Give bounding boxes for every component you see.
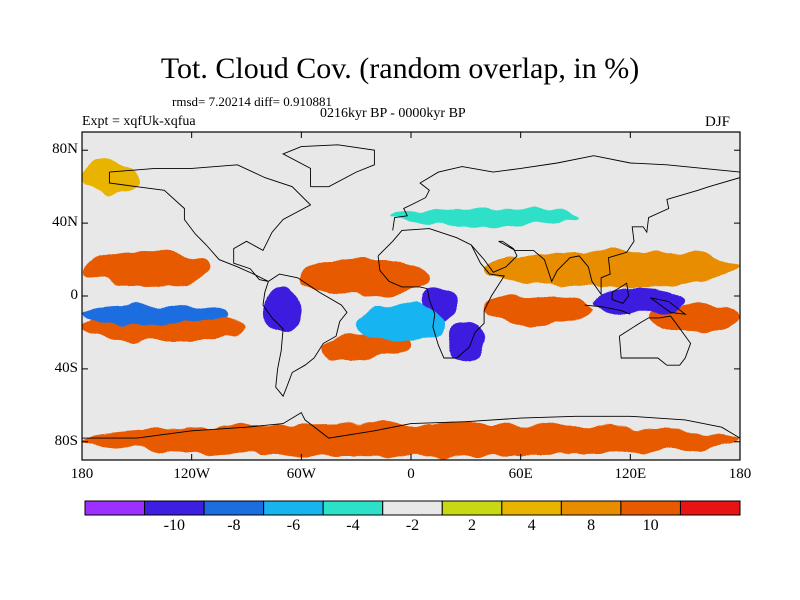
colorbar-label: -10 bbox=[163, 517, 185, 534]
anomaly-region-2 bbox=[484, 250, 740, 287]
colorbar-label: -4 bbox=[346, 517, 360, 534]
y-tick-label: 80S bbox=[54, 432, 78, 449]
anomaly-region-13 bbox=[392, 208, 576, 227]
colorbar-label: 2 bbox=[468, 517, 477, 534]
figure-title: Tot. Cloud Cov. (random overlap, in %) bbox=[160, 52, 640, 85]
coastline-1 bbox=[262, 273, 348, 398]
y-tick-label: 40S bbox=[54, 359, 78, 376]
coastline-0 bbox=[108, 164, 312, 282]
x-tick-label: 180 bbox=[728, 466, 752, 482]
anomaly-region-6 bbox=[648, 305, 740, 333]
axis-ticks bbox=[81, 132, 741, 460]
y-tick-label: 40N bbox=[52, 214, 78, 231]
coastline-9 bbox=[611, 282, 629, 304]
coastline-7 bbox=[282, 144, 375, 188]
x-tick-label: 120W bbox=[173, 466, 210, 482]
colorbar-label: 8 bbox=[587, 517, 596, 534]
anomaly-field bbox=[82, 159, 740, 457]
anomaly-region-7 bbox=[264, 286, 302, 333]
anomaly-region-10 bbox=[593, 286, 686, 315]
anomaly-region-12 bbox=[356, 305, 448, 342]
x-tick-label: 120E bbox=[614, 466, 647, 482]
stats-line: rmsd= 7.20214 diff= 0.910881 bbox=[172, 94, 332, 109]
colorbar-label: -2 bbox=[405, 517, 420, 534]
x-tick-label: 0 bbox=[407, 466, 415, 482]
coastline-6 bbox=[82, 411, 740, 439]
x-tick-label: 180 bbox=[70, 466, 94, 482]
y-tick-label: 80N bbox=[52, 141, 78, 158]
season-label: DJF bbox=[705, 114, 731, 130]
x-tick-label: 60W bbox=[286, 466, 316, 482]
colorbar-label: 4 bbox=[527, 517, 536, 534]
y-tick-label: 0 bbox=[70, 287, 79, 303]
anomaly-region-5 bbox=[484, 296, 594, 324]
coastline-3 bbox=[392, 155, 740, 231]
colorbar-label: -8 bbox=[227, 517, 241, 534]
anomaly-region-15 bbox=[82, 423, 740, 457]
anomaly-region-1 bbox=[301, 259, 430, 296]
colorbar-label: -6 bbox=[286, 517, 301, 534]
x-tick-label: 60E bbox=[508, 466, 533, 482]
coastline-5 bbox=[618, 315, 692, 366]
coastline-8 bbox=[584, 304, 631, 315]
experiment-label: Expt = xqfUk-xqfua bbox=[82, 114, 196, 129]
anomaly-region-0 bbox=[82, 250, 210, 287]
period-line: 0216kyr BP - 0000kyr BP bbox=[320, 106, 466, 121]
coastline-4 bbox=[470, 177, 740, 296]
colorbar-label: 10 bbox=[642, 517, 659, 534]
coastline-2 bbox=[377, 228, 505, 359]
coastlines bbox=[82, 144, 740, 439]
coastline-10 bbox=[650, 297, 687, 315]
anomaly-region-11 bbox=[82, 305, 229, 324]
